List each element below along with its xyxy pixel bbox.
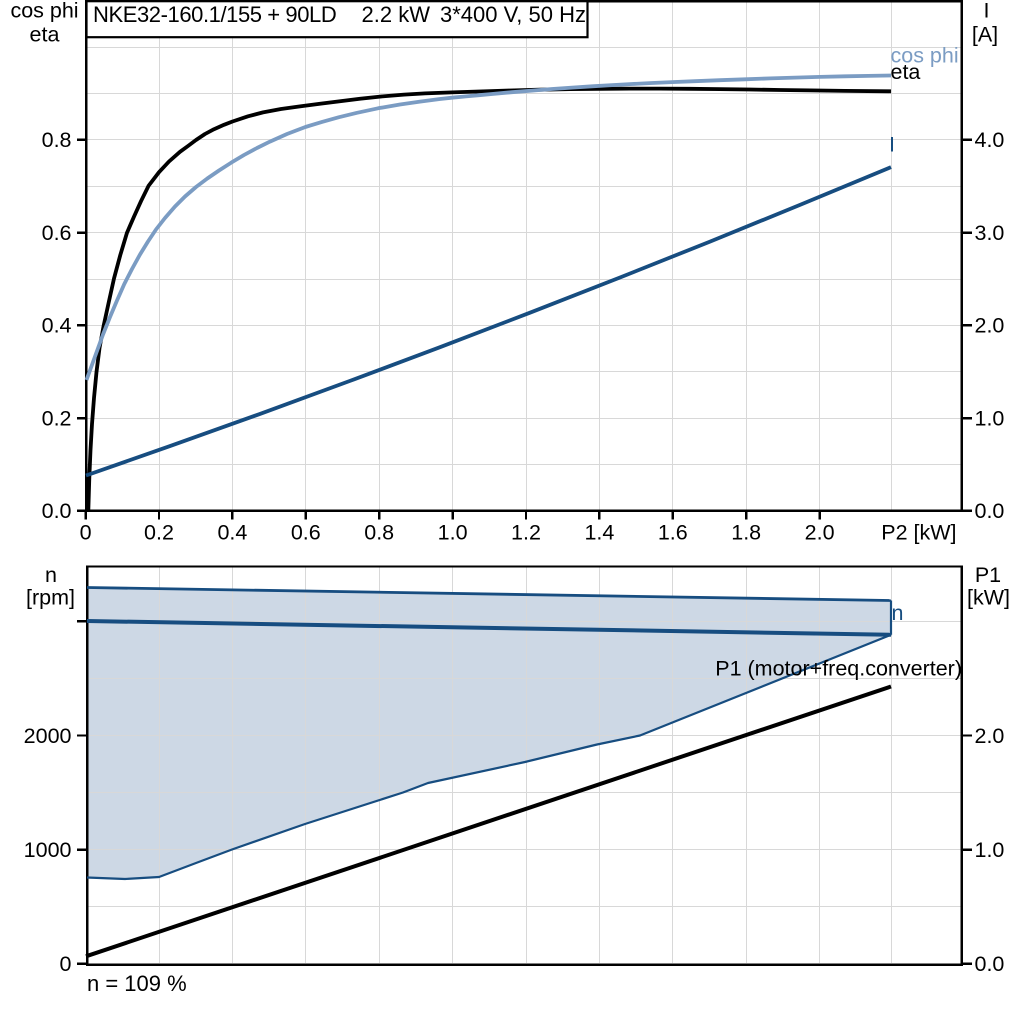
svg-text:[rpm]: [rpm] [26,586,75,610]
svg-text:[A]: [A] [972,23,998,47]
svg-text:0: 0 [80,521,92,545]
svg-text:0.6: 0.6 [291,521,321,545]
svg-text:1.8: 1.8 [731,521,761,545]
svg-text:P2 [kW]: P2 [kW] [881,521,956,545]
svg-text:4.0: 4.0 [975,128,1005,152]
svg-text:0.2: 0.2 [144,521,174,545]
svg-text:0.0: 0.0 [975,499,1005,523]
svg-text:2000: 2000 [24,724,72,748]
svg-text:1.6: 1.6 [658,521,688,545]
svg-text:P1: P1 [975,563,1001,587]
svg-text:0.6: 0.6 [42,221,72,245]
svg-text:I: I [984,0,990,23]
svg-text:0: 0 [60,952,72,976]
svg-text:cos phi: cos phi [10,0,78,23]
svg-text:n: n [45,563,57,587]
svg-text:0.0: 0.0 [975,952,1005,976]
svg-text:[kW]: [kW] [967,586,1010,610]
svg-text:0.0: 0.0 [42,499,72,523]
svg-text:I: I [889,132,895,156]
svg-text:2.0: 2.0 [805,521,835,545]
svg-text:1.0: 1.0 [975,407,1005,431]
svg-text:eta: eta [30,23,60,47]
svg-text:0.8: 0.8 [42,128,72,152]
svg-text:1.0: 1.0 [438,521,468,545]
svg-text:3.0: 3.0 [975,221,1005,245]
svg-text:0.4: 0.4 [42,314,72,338]
svg-text:n = 109 %: n = 109 % [87,971,187,996]
svg-text:n: n [892,601,904,625]
svg-text:2.0: 2.0 [975,314,1005,338]
svg-text:1000: 1000 [24,838,72,862]
svg-text:1.4: 1.4 [584,521,614,545]
svg-text:0.4: 0.4 [217,521,247,545]
svg-text:0.2: 0.2 [42,407,72,431]
svg-text:2.0: 2.0 [975,724,1005,748]
svg-text:1.0: 1.0 [975,838,1005,862]
svg-text:1.2: 1.2 [511,521,541,545]
svg-text:cos phi: cos phi [891,44,959,68]
svg-text:0.8: 0.8 [364,521,394,545]
svg-text:eta: eta [891,60,921,84]
svg-text:P1 (motor+freq.converter): P1 (motor+freq.converter) [715,657,962,681]
